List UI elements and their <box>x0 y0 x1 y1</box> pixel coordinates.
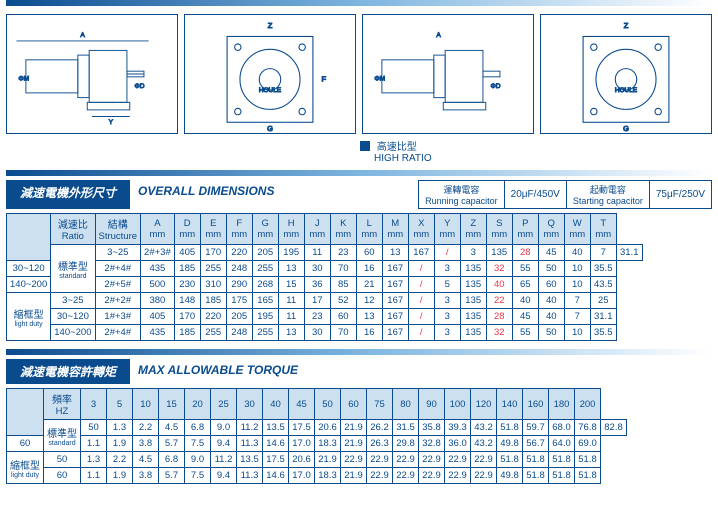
drawing-front-2: Z G HOULE <box>540 14 712 134</box>
torque-title-jp: 減速電機容許轉矩 <box>6 359 130 384</box>
torque-table: 頻率HZ351015202530404550607580901001201401… <box>6 388 627 484</box>
motor-side-svg: A Y ΦM ΦD <box>7 15 177 133</box>
drawing-front-1: Z G F HOULE <box>184 14 356 134</box>
svg-text:A: A <box>80 32 85 39</box>
start-cap-val: 75μF/250V <box>656 189 705 200</box>
svg-text:HOULE: HOULE <box>615 87 637 94</box>
high-ratio-en: HIGH RATIO <box>374 153 432 164</box>
dims-title-en: OVERALL DIMENSIONS <box>130 180 282 209</box>
table-row: 縮框型light duty501.32.24.56.89.011.213.517… <box>7 452 627 468</box>
table-row: 縮框型light duty3~252#+2#380148185175165111… <box>7 293 643 309</box>
top-divider <box>6 0 712 6</box>
run-cap-val: 20μF/450V <box>511 189 560 200</box>
svg-text:G: G <box>623 124 629 133</box>
run-cap-jp: 運轉電容 <box>425 183 498 196</box>
dims-title-jp: 減速電機外形尺寸 <box>6 180 130 209</box>
start-cap-en: Starting capacitor <box>573 196 643 206</box>
table-row: 30~1201#+3#40517022020519511236013167/31… <box>7 309 643 325</box>
motor-side2-svg: A ΦM ΦD <box>363 15 533 133</box>
svg-text:Y: Y <box>109 119 114 126</box>
svg-text:F: F <box>321 75 326 84</box>
dims-header: 減速電機外形尺寸 OVERALL DIMENSIONS 運轉電容Running … <box>6 180 712 209</box>
svg-text:ΦD: ΦD <box>491 83 501 90</box>
svg-text:ΦM: ΦM <box>374 76 385 83</box>
torque-title-en: MAX ALLOWABLE TORQUE <box>130 359 306 384</box>
table-row: 140~2002#+5#50023031029026815368521167/5… <box>7 277 643 293</box>
torque-header: 減速電機容許轉矩 MAX ALLOWABLE TORQUE <box>6 359 712 384</box>
svg-text:ΦM: ΦM <box>18 76 29 83</box>
svg-text:G: G <box>267 124 273 133</box>
capacitor-info: 運轉電容Running capacitor 20μF/450V 起動電容Star… <box>418 180 712 209</box>
svg-text:Z: Z <box>624 21 629 30</box>
divider-2 <box>6 349 712 355</box>
divider-1 <box>6 170 712 176</box>
svg-text:ΦD: ΦD <box>135 83 145 90</box>
svg-text:A: A <box>436 32 441 39</box>
drawing-side-2: A ΦM ΦD <box>362 14 534 134</box>
table-row: 601.11.93.85.77.59.411.314.617.018.321.9… <box>7 436 627 452</box>
table-row: 標準型standard501.32.24.56.89.011.213.517.5… <box>7 420 627 436</box>
start-cap-jp: 起動電容 <box>573 183 643 196</box>
motor-front2-svg: Z G HOULE <box>541 15 711 133</box>
motor-front-svg: Z G F HOULE <box>185 15 355 133</box>
table-row: 601.11.93.85.77.59.411.314.617.018.321.9… <box>7 468 627 484</box>
table-row: 140~2002#+4#43518525524825513307016167/3… <box>7 325 643 341</box>
drawing-side-1: A Y ΦM ΦD <box>6 14 178 134</box>
dimensions-table: 減速比Ratio結構StructureAmmDmmEmmFmmGmmHmmJmm… <box>6 213 643 341</box>
svg-text:HOULE: HOULE <box>259 87 281 94</box>
table-row: 標準型standard3~252#+3#40517022020519511236… <box>7 245 643 261</box>
table-row: 30~1202#+4#43518525524825513307016167/31… <box>7 261 643 277</box>
run-cap-en: Running capacitor <box>425 196 498 206</box>
svg-text:Z: Z <box>268 21 273 30</box>
technical-drawings: A Y ΦM ΦD Z G F HOULE <box>0 10 718 136</box>
high-ratio-label: 高速比型 HIGH RATIO <box>360 138 718 164</box>
high-ratio-jp: 高速比型 <box>377 142 417 153</box>
